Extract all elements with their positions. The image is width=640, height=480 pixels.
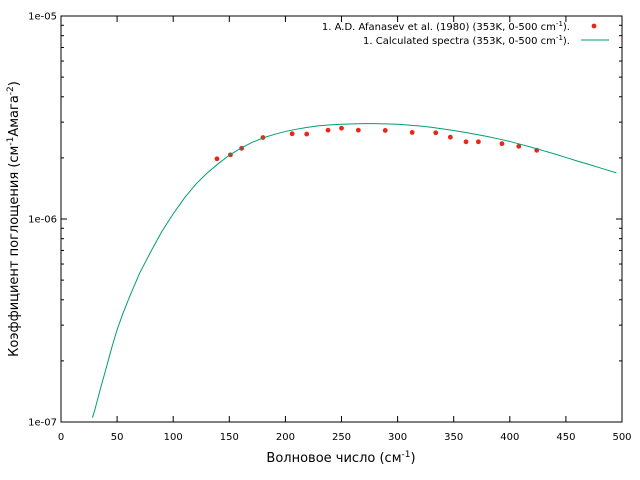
experimental-point — [214, 156, 220, 162]
experimental-point — [339, 125, 344, 131]
experimental-point — [433, 130, 439, 136]
experimental-point — [304, 131, 310, 137]
experimental-point — [409, 130, 415, 135]
x-tick-label: 500 — [612, 432, 631, 443]
y-axis-title: Коэффициент поглощения (см-1Амага-2) — [6, 81, 22, 357]
legend-label-experimental: 1. A.D. Afanasev et al. (1980) (353K, 0-… — [322, 20, 570, 33]
experimental-point — [325, 127, 331, 133]
legend-marker-experimental — [591, 23, 597, 29]
experimental-point — [516, 143, 522, 149]
legend-label-calculated: 1. Calculated spectra (353K, 0-500 cm-1)… — [363, 34, 570, 47]
x-axis-title: Волновое число (см-1) — [266, 450, 415, 466]
experimental-point — [475, 139, 481, 145]
x-axis: 0 50 100 150 200 250 300 350 400 450 500 — [58, 16, 632, 443]
experimental-point — [463, 139, 469, 145]
y-tick-label: 1e-07 — [28, 418, 57, 429]
experimental-point — [289, 131, 295, 137]
experimental-point — [382, 128, 388, 133]
x-tick-label: 50 — [111, 432, 124, 443]
x-tick-label: 200 — [276, 432, 295, 443]
y-tick-label: 1e-05 — [28, 12, 57, 23]
experimental-point — [499, 141, 505, 147]
x-tick-label: 400 — [500, 432, 519, 443]
x-tick-label: 150 — [220, 432, 239, 443]
y-axis: 1e-07 1e-06 1e-05 — [28, 12, 622, 429]
x-tick-label: 0 — [58, 432, 64, 443]
x-tick-label: 250 — [332, 432, 351, 443]
legend: 1. A.D. Afanasev et al. (1980) (353K, 0-… — [322, 20, 609, 47]
plot-frame — [60, 15, 623, 423]
x-tick-label: 450 — [556, 432, 575, 443]
x-tick-label: 300 — [388, 432, 407, 443]
experimental-point — [355, 127, 361, 133]
experimental-point — [447, 134, 453, 140]
x-tick-label: 100 — [164, 432, 183, 443]
y-tick-label: 1e-06 — [28, 215, 57, 226]
x-tick-label: 350 — [444, 432, 463, 443]
series-layer — [91, 123, 617, 418]
calculated-spectrum-line — [91, 123, 617, 418]
